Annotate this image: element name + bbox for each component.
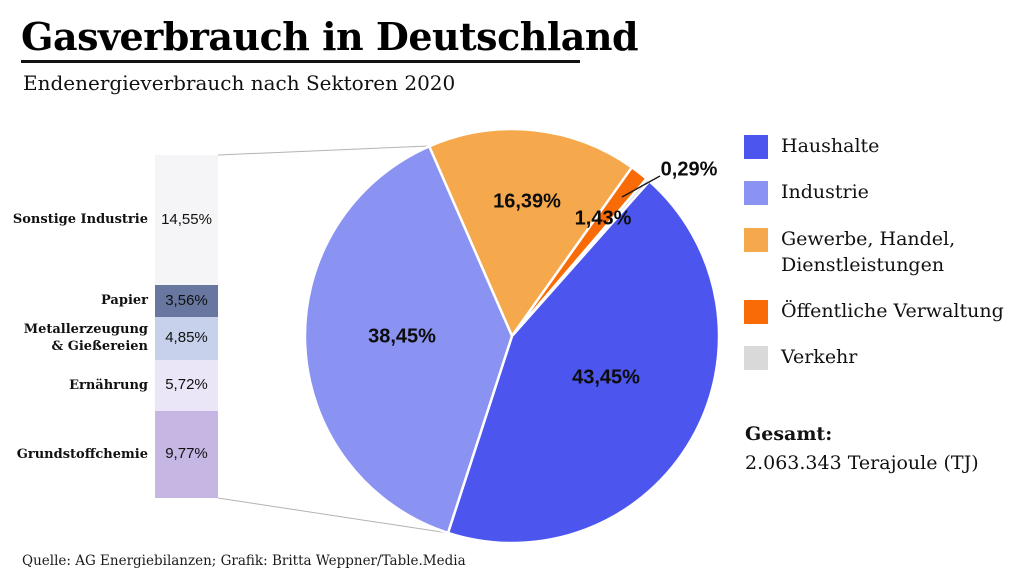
legend-swatch [744,228,768,252]
bar-label-sonstige-industrie: Sonstige Industrie [12,212,148,228]
legend-item-gewerbe-handel-dienstleistungen: Gewerbe, Handel, Dienstleistungen [744,228,1019,278]
bar-segment-grundstoffchemie [155,410,218,498]
bar-value-grundstoffchemie: 9,77% [165,445,208,463]
bar-label-grundstoffchemie: Grundstoffchemie [16,446,148,462]
legend-swatch [744,181,768,205]
bar-label-metallerzeugung-gießereien: Metallerzeugung & Gießereien [23,322,148,355]
pie-value-label-gewerbe-handel-dienstleistungen: 16,39% [493,190,561,213]
connector-line [217,145,430,156]
pie-slice-gewerbe-handel-dienstleistungen [427,127,634,338]
totals-label: Gesamt: [745,423,833,445]
title-underline [21,60,580,63]
bar-value-papier: 3,56% [165,291,208,309]
bar-value-ernährung: 5,72% [165,376,208,394]
legend-item-haushalte: Haushalte [744,135,1019,159]
totals-value: 2.063.343 Terajoule (TJ) [745,452,979,474]
legend-label: Haushalte [781,135,880,157]
verkehr-leader-line [621,175,661,198]
legend-label: Öffentliche Verwaltung [781,300,1004,322]
legend-item-industrie: Industrie [744,181,1019,205]
legend-label: Verkehr [781,346,858,368]
bar-label-papier: Papier [101,293,148,309]
page-title: Gasverbrauch in Deutschland [21,14,639,59]
legend-label: Industrie [781,181,869,203]
pie-value-label-verkehr: 0,29% [660,158,718,181]
bar-value-sonstige-industrie: 14,55% [161,210,212,228]
connector-line [217,497,449,534]
pie-value-label-industrie: 38,45% [368,325,436,348]
totals-block: Gesamt: 2.063.343 Terajoule (TJ) [745,420,979,478]
bar-value-metallerzeugung-gießereien: 4,85% [165,329,208,347]
legend-item-verkehr: Verkehr [744,346,1019,370]
bar-segment-metallerzeugung-gießereien [155,316,218,360]
page-subtitle: Endenergieverbrauch nach Sektoren 2020 [23,71,456,95]
bar-segment-papier [155,284,218,317]
bar-segment-ernährung [155,359,218,411]
pie-slice-haushalte [446,179,721,545]
bar-segment-sonstige-industrie [155,155,218,285]
bar-label-ernährung: Ernährung [69,377,148,393]
pie-value-label-haushalte: 43,45% [572,366,640,389]
legend-swatch [744,300,768,324]
pie-value-label-öffentliche-verwaltung: 1,43% [574,207,632,230]
legend-item-öffentliche-verwaltung: Öffentliche Verwaltung [744,300,1019,324]
legend-label: Gewerbe, Handel, Dienstleistungen [781,228,956,276]
source-credit: Quelle: AG Energiebilanzen; Grafik: Brit… [22,553,466,569]
industry-breakdown-bar [155,155,218,498]
legend-swatch [744,346,768,370]
legend-swatch [744,135,768,159]
leader-line [621,175,661,198]
